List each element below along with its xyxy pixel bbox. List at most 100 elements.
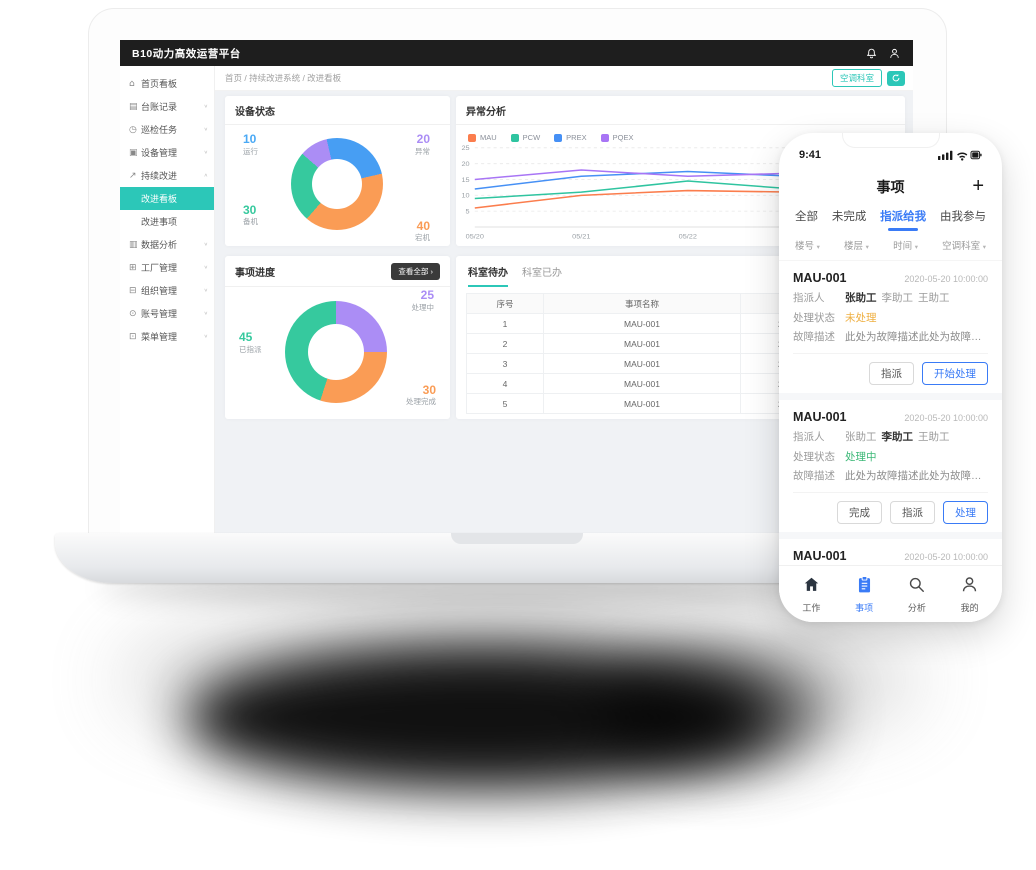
- card-title: 设备状态: [235, 107, 275, 118]
- legend-item-PQEX[interactable]: PQEX: [600, 133, 634, 142]
- description-text: 此处为故障描述此处为故障描述此处为故...: [845, 331, 987, 344]
- sidebar-item-label: 账号管理: [141, 309, 178, 319]
- action-button[interactable]: 完成: [837, 500, 882, 524]
- nav-label: 分析: [907, 602, 926, 613]
- view-all-button[interactable]: 查看全部 ›: [391, 263, 440, 280]
- tab-department-done[interactable]: 科室已办: [522, 268, 562, 279]
- nav-item-分析[interactable]: 分析: [896, 575, 938, 614]
- legend-item-PREX[interactable]: PREX: [554, 133, 587, 142]
- sidebar-item-巡检任务[interactable]: ◷ 巡检任务 ∨: [120, 118, 214, 141]
- add-button[interactable]: +: [972, 175, 984, 197]
- sidebar-item-label: 改进看板: [141, 194, 178, 204]
- primary-action-button[interactable]: 开始处理: [922, 361, 988, 385]
- sidebar-item-改进事项[interactable]: 改进事项: [120, 210, 214, 233]
- table-cell: 4: [465, 373, 545, 394]
- sidebar-item-设备管理[interactable]: ▣ 设备管理 ∨: [120, 141, 214, 164]
- status-row: 处理状态 未处理: [793, 312, 988, 326]
- caret-down-icon: ▾: [982, 244, 986, 251]
- assignee-name: 李助工: [881, 292, 914, 304]
- legend-label: PCW: [522, 133, 541, 142]
- sidebar-item-label: 首页看板: [141, 79, 178, 89]
- assignee-name: 张助工: [845, 430, 877, 443]
- legend-item-PCW[interactable]: PCW: [510, 133, 541, 142]
- sidebar-item-改进看板[interactable]: 改进看板: [120, 187, 214, 210]
- filter-空调科室[interactable]: 空调科室 ▾: [942, 241, 986, 252]
- status-label: 处理状态: [793, 311, 835, 324]
- legend-label: PQEX: [612, 133, 634, 142]
- nav-item-我的[interactable]: 我的: [949, 575, 991, 614]
- donut-label-down: 40 宕机: [415, 218, 430, 243]
- tab-全部[interactable]: 全部: [795, 211, 818, 223]
- description-label: 故障描述: [793, 470, 835, 483]
- phone-filters: 楼号 ▾ 楼层 ▾ 时间 ▾ 空调科室 ▾: [779, 231, 1002, 261]
- filter-楼号[interactable]: 楼号 ▾: [795, 241, 820, 252]
- table-cell: 2: [465, 333, 545, 354]
- legend-swatch: [510, 133, 519, 142]
- table-cell: MAU-001: [543, 313, 741, 334]
- card-title: 事项进度: [235, 268, 275, 279]
- device-status-card: 设备状态 10 运行 20: [225, 96, 450, 246]
- laptop-mockup: B10动力高效运营平台 ⌂ 首页看板 ▤ 台账记录 ∨ ◷ 巡检任务 ∨ ▣ 设备管理 ∨ ↗ 持续改进…: [88, 8, 947, 533]
- sidebar-item-台账记录[interactable]: ▤ 台账记录 ∨: [120, 95, 214, 118]
- task-id: MAU-001: [793, 409, 847, 424]
- department-filter-button[interactable]: 空调科室: [831, 69, 882, 87]
- chevron-down-icon: ∨: [203, 311, 208, 317]
- user-icon[interactable]: [888, 47, 901, 60]
- sidebar-item-菜单管理[interactable]: ⊡ 菜单管理 ∨: [120, 325, 214, 348]
- sidebar-item-工厂管理[interactable]: ⊞ 工厂管理 ∨: [120, 256, 214, 279]
- me-icon: [960, 575, 979, 599]
- device-icon: ▣: [129, 147, 138, 158]
- task-icon: ◷: [129, 124, 137, 135]
- task-card-list: MAU-001 2020-05-20 10:00:00 指派人 张助工 李助工 王助工 处理…: [779, 261, 1002, 568]
- tab-未完成[interactable]: 未完成: [831, 211, 867, 223]
- action-button[interactable]: 指派: [890, 500, 935, 524]
- svg-text:05/22: 05/22: [679, 234, 697, 241]
- status-time: 9:41: [799, 149, 822, 161]
- filter-楼层[interactable]: 楼层 ▾: [844, 241, 869, 252]
- sidebar-item-label: 组织管理: [141, 286, 178, 296]
- sidebar-item-组织管理[interactable]: ⊟ 组织管理 ∨: [120, 279, 214, 302]
- task-card-header: MAU-001 2020-05-20 10:00:00: [793, 549, 988, 563]
- sidebar-item-数据分析[interactable]: ▥ 数据分析 ∨: [120, 233, 214, 256]
- description-label: 故障描述: [793, 331, 835, 344]
- nav-item-事项[interactable]: 事项: [843, 575, 885, 614]
- nav-label: 工作: [802, 602, 821, 613]
- tab-指派给我[interactable]: 指派给我: [880, 208, 926, 231]
- ledger-icon: ▤: [129, 101, 138, 112]
- status-label: 处理状态: [793, 450, 835, 463]
- sidebar-item-持续改进[interactable]: ↗ 持续改进 ∧: [120, 164, 214, 187]
- task-time: 2020-05-20 10:00:00: [904, 551, 988, 562]
- donut-label-assigned: 45 已指派: [239, 330, 262, 354]
- phone-header: 事项 +: [779, 171, 1002, 203]
- task-card-header: MAU-001 2020-05-20 10:00:00: [793, 271, 988, 285]
- tab-由我参与[interactable]: 由我参与: [939, 211, 986, 223]
- work-icon: [802, 575, 821, 599]
- bell-icon[interactable]: [865, 47, 878, 60]
- sidebar-item-label: 改进事项: [141, 217, 178, 227]
- legend-label: MAU: [480, 133, 497, 142]
- primary-action-button[interactable]: 处理: [943, 500, 988, 524]
- table-header-cell: 事项名称: [543, 293, 741, 314]
- sidebar-item-首页看板[interactable]: ⌂ 首页看板: [120, 72, 214, 95]
- action-button[interactable]: 指派: [869, 361, 914, 385]
- legend-item-MAU[interactable]: MAU: [468, 133, 497, 142]
- refresh-button[interactable]: [887, 70, 905, 86]
- filter-时间[interactable]: 时间 ▾: [893, 241, 918, 252]
- assignee-names: 张助工 李助工 王助工: [845, 292, 955, 306]
- task-card-actions: 指派 开始处理: [793, 352, 988, 385]
- table-cell: MAU-001: [543, 333, 741, 354]
- sidebar-item-label: 持续改进: [141, 171, 178, 181]
- tab-department-todo[interactable]: 科室待办: [468, 264, 508, 287]
- dashboard-screen: B10动力高效运营平台 ⌂ 首页看板 ▤ 台账记录 ∨ ◷ 巡检任务 ∨ ▣ 设备管理 ∨ ↗ 持续改进…: [120, 40, 913, 533]
- chevron-down-icon: ∨: [203, 104, 208, 110]
- nav-label: 我的: [960, 602, 979, 613]
- task-card-header: MAU-001 2020-05-20 10:00:00: [793, 410, 988, 424]
- sidebar-item-账号管理[interactable]: ⊙ 账号管理 ∨: [120, 302, 214, 325]
- refresh-icon: [892, 74, 900, 82]
- nav-item-工作[interactable]: 工作: [790, 575, 832, 614]
- assignees-label: 指派人: [793, 430, 825, 443]
- laptop-shadow-main: [185, 645, 775, 790]
- svg-text:25: 25: [461, 145, 469, 152]
